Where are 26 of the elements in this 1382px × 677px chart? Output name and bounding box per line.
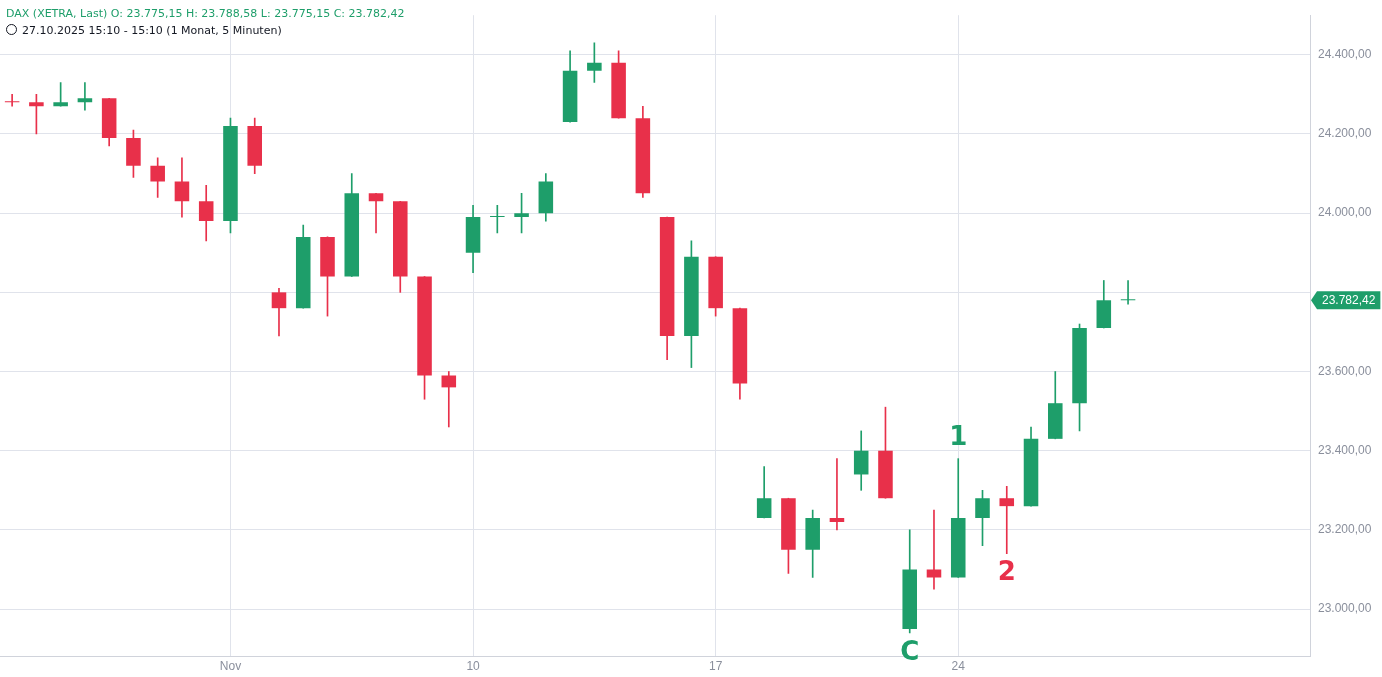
candlestick: [926, 509, 942, 590]
y-tick-label: 23.400,00: [1318, 443, 1372, 458]
y-tick-label: 24.000,00: [1318, 205, 1372, 220]
y-tick-label: 23.600,00: [1318, 363, 1372, 378]
candlestick: [999, 486, 1015, 554]
x-tick-label: 10: [466, 659, 481, 674]
annotation: 2: [997, 556, 1016, 587]
candlestick: [368, 193, 384, 234]
y-tick-label: 24.400,00: [1318, 47, 1372, 62]
x-tick-label: 17: [708, 659, 723, 674]
candlestick: [441, 371, 457, 428]
x-tick-label: 24: [951, 659, 966, 674]
candlestick: [1120, 280, 1136, 305]
text: 27.10.2025 15:10 - 15:10 (1 Monat, 5 Minuten): [22, 24, 282, 37]
x-tick-label: Nov: [219, 659, 242, 674]
candlestick: [77, 82, 93, 111]
annotation: 1: [949, 421, 968, 452]
text: 23.782,42: [1322, 292, 1376, 307]
y-tick-label: 24.200,00: [1318, 126, 1372, 141]
candlestick: [4, 94, 20, 107]
annotation: C: [900, 635, 920, 666]
chart-title: DAX (XETRA, Last) O: 23.775,15 H: 23.788,58 L: 23.775,15 C: 23.782,42: [6, 6, 405, 22]
y-tick-label: 23.000,00: [1318, 601, 1372, 616]
candlestick: [829, 458, 845, 531]
y-tick-label: 23.200,00: [1318, 522, 1372, 537]
candlestick: [490, 204, 505, 234]
